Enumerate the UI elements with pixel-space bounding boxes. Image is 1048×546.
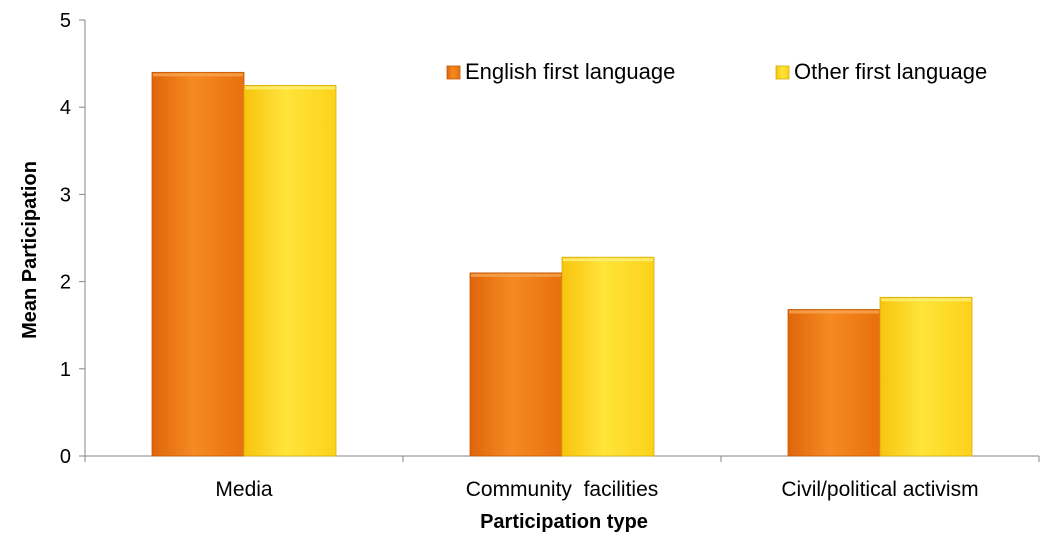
- bar-highlight: [563, 258, 653, 262]
- bar-english-1: [469, 272, 563, 457]
- legend: English first language Other first langua…: [446, 59, 987, 84]
- legend-label-1: Other first language: [794, 59, 987, 84]
- legend-swatch-1: [775, 65, 790, 80]
- x-category-label: Civil/political activism: [781, 478, 978, 501]
- y-tick-label: 3: [60, 184, 71, 206]
- bar-highlight: [789, 310, 879, 314]
- y-axis-title: Mean Participation: [19, 161, 41, 339]
- labels: 0 1 2 3 4 5 Media Community facilities Civil/pol…: [19, 10, 979, 533]
- bar-english-2: [787, 309, 881, 457]
- bar-other-2: [879, 296, 973, 457]
- y-tick-label: 4: [60, 97, 71, 119]
- x-category-label: Media: [215, 478, 273, 501]
- x-category-label: Community facilities: [466, 478, 659, 501]
- bar-english-0: [151, 71, 245, 457]
- bars: [151, 71, 973, 457]
- y-tick-label: 0: [60, 446, 71, 468]
- bar-other-0: [243, 85, 337, 457]
- bar-highlight: [153, 73, 243, 77]
- y-tick-label: 1: [60, 359, 71, 381]
- bar-highlight: [881, 298, 971, 302]
- legend-swatch-0: [446, 65, 461, 80]
- bar-highlight: [245, 86, 335, 90]
- y-tick-label: 5: [60, 10, 71, 32]
- bar-highlight: [471, 273, 561, 277]
- y-tick-label: 2: [60, 272, 71, 294]
- legend-label-0: English first language: [465, 59, 675, 84]
- x-axis-title: Participation type: [480, 511, 648, 533]
- bar-other-1: [561, 256, 655, 457]
